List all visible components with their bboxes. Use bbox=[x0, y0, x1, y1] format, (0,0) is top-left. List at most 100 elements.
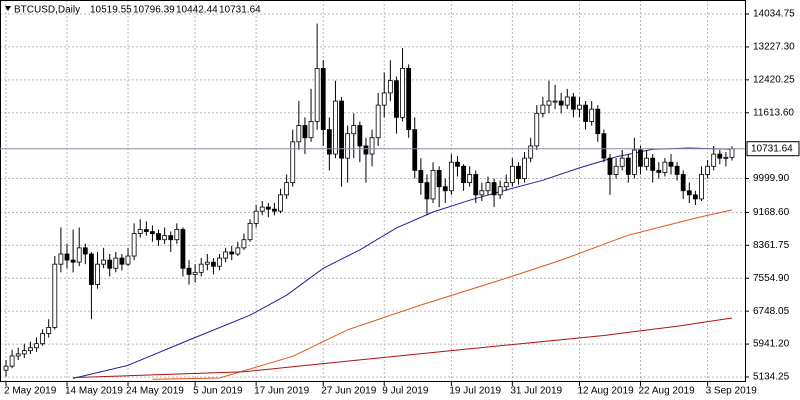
candle-body bbox=[284, 182, 290, 196]
candle-body bbox=[198, 263, 204, 273]
candle-body bbox=[412, 129, 418, 171]
x-tick-label: 22 Aug 2019 bbox=[638, 386, 695, 397]
candle-body bbox=[509, 165, 515, 184]
candle-body bbox=[64, 253, 70, 261]
candle-body bbox=[394, 80, 399, 118]
candle-body bbox=[235, 247, 241, 255]
y-tick-label: 12420.25 bbox=[753, 74, 795, 85]
candle-body bbox=[400, 68, 405, 118]
candle-body bbox=[107, 259, 113, 269]
x-tick-label: 17 Jun 2019 bbox=[254, 386, 309, 397]
candle-body bbox=[705, 165, 710, 175]
candle-body bbox=[631, 149, 637, 175]
candle-body bbox=[387, 80, 393, 94]
candle-body bbox=[650, 157, 656, 171]
header-close: 10731.64 bbox=[219, 5, 261, 16]
moving-average-line bbox=[73, 317, 733, 379]
candle-body bbox=[436, 169, 442, 188]
candle-body bbox=[516, 165, 521, 179]
candle-body bbox=[40, 333, 46, 345]
candle-body bbox=[491, 182, 497, 196]
candle-body bbox=[595, 108, 601, 135]
candle-body bbox=[21, 350, 27, 355]
candle-body bbox=[168, 235, 174, 241]
candle-body bbox=[601, 133, 607, 159]
candle-body bbox=[253, 210, 259, 224]
candle-body bbox=[723, 156, 729, 159]
candle-body bbox=[479, 190, 485, 196]
candle-body bbox=[314, 68, 320, 122]
candle-body bbox=[522, 157, 527, 179]
y-tick-label: 14034.75 bbox=[753, 9, 795, 20]
candle-body bbox=[34, 343, 39, 349]
x-tick-label: 12 Aug 2019 bbox=[577, 386, 634, 397]
candle-body bbox=[662, 161, 668, 173]
candle-body bbox=[668, 161, 674, 167]
candle-body bbox=[241, 239, 247, 249]
candle-body bbox=[699, 174, 704, 200]
candle-body bbox=[131, 233, 137, 257]
candle-body bbox=[15, 353, 21, 357]
candle-body bbox=[333, 100, 338, 155]
candle-body bbox=[711, 153, 717, 167]
candle-body bbox=[461, 165, 466, 184]
x-tick-label: 14 May 2019 bbox=[65, 386, 123, 397]
candle-body bbox=[76, 247, 82, 263]
candle-body bbox=[95, 263, 100, 285]
symbol: BTCUSD,Daily bbox=[14, 5, 80, 16]
candle-body bbox=[290, 141, 296, 184]
candle-body bbox=[644, 157, 649, 167]
header-open: 10519.55 bbox=[90, 5, 132, 16]
candle-body bbox=[89, 253, 94, 285]
plot bbox=[3, 23, 735, 380]
candle-body bbox=[162, 235, 168, 241]
candle-body bbox=[150, 231, 155, 234]
y-tick-label: 9999.90 bbox=[753, 173, 790, 184]
candle-body bbox=[692, 194, 698, 200]
x-tick-label: 27 Jun 2019 bbox=[321, 386, 376, 397]
x-tick-label: 9 Jul 2019 bbox=[382, 386, 429, 397]
candle-body bbox=[223, 251, 229, 259]
candle-body bbox=[577, 104, 582, 110]
candle-body bbox=[9, 355, 15, 367]
y-tick-label: 5941.20 bbox=[753, 339, 790, 350]
candle-body bbox=[320, 68, 326, 131]
candle-body bbox=[613, 165, 619, 175]
y-tick-label: 6748.05 bbox=[753, 306, 790, 317]
candle-body bbox=[467, 174, 473, 184]
candle-body bbox=[192, 271, 198, 275]
candle-body bbox=[674, 165, 680, 175]
y-tick-label: 5134.25 bbox=[753, 372, 790, 383]
x-tick-label: 31 Jul 2019 bbox=[510, 386, 562, 397]
candle-body bbox=[534, 112, 540, 147]
symbol-icon bbox=[5, 6, 11, 11]
x-tick-label: 2 May 2019 bbox=[4, 386, 57, 397]
price-label: 10731.64 bbox=[751, 143, 793, 154]
candle-body bbox=[3, 365, 9, 371]
candle-body bbox=[473, 174, 479, 196]
candle-body bbox=[211, 261, 216, 267]
header-high: 10796.39 bbox=[133, 5, 175, 16]
candle-body bbox=[406, 68, 412, 131]
candle-body bbox=[326, 129, 332, 155]
candle-body bbox=[125, 255, 131, 265]
candle-body bbox=[381, 92, 387, 106]
candle-body bbox=[418, 169, 424, 184]
x-tick-label: 19 Jul 2019 bbox=[449, 386, 501, 397]
candle-body bbox=[455, 161, 460, 167]
candle-body bbox=[363, 145, 369, 155]
candle-body bbox=[546, 100, 552, 106]
candle-body bbox=[143, 229, 149, 232]
candle-body bbox=[204, 261, 210, 265]
candle-body bbox=[70, 259, 76, 263]
candle-body bbox=[656, 169, 662, 173]
candle-body bbox=[583, 104, 588, 122]
candle-body bbox=[217, 257, 222, 267]
candle-body bbox=[448, 161, 454, 192]
candle-body bbox=[278, 194, 283, 212]
candle-body bbox=[101, 259, 107, 265]
candle-body bbox=[686, 190, 692, 196]
header-low: 10442.44 bbox=[176, 5, 218, 16]
candle-body bbox=[156, 233, 161, 241]
